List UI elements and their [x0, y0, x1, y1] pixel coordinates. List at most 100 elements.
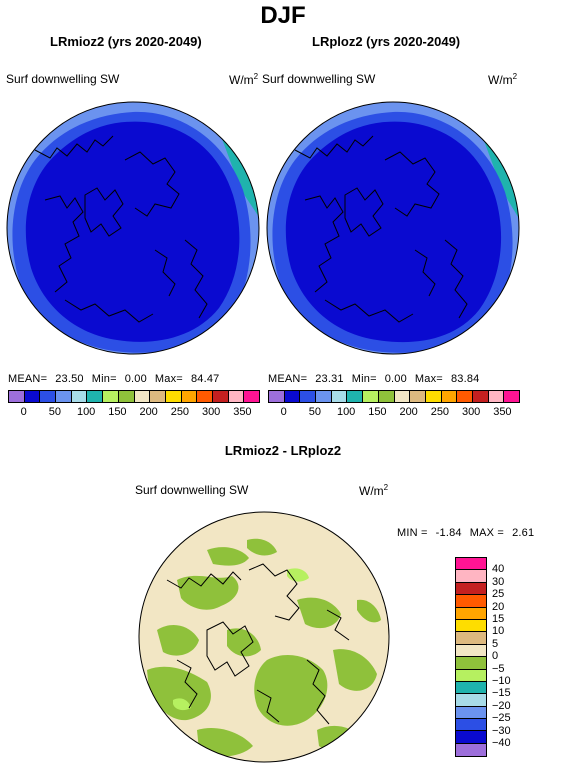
diff-stats: MIN = -1.84 MAX = 2.61	[397, 527, 535, 539]
panel-1-colorbar	[8, 390, 260, 403]
panel-1-title: LRmioz2 (yrs 2020-2049)	[50, 34, 202, 49]
colorbar-tick-label: 200	[399, 406, 418, 418]
colorbar-swatch	[456, 558, 486, 571]
colorbar-tick-label: −5	[492, 662, 505, 675]
colorbar-swatch	[118, 391, 135, 402]
colorbar-swatch	[181, 391, 198, 402]
colorbar-swatch	[284, 391, 301, 402]
panel-2-map	[266, 101, 520, 355]
colorbar-swatch	[504, 391, 519, 402]
colorbar-swatch	[456, 743, 486, 757]
edge-region	[215, 120, 259, 220]
colorbar-tick-label: 100	[336, 406, 356, 418]
colorbar-tick-label: 40	[492, 563, 505, 576]
colorbar-tick-label: 20	[492, 600, 505, 613]
panel-2-title: LRploz2 (yrs 2020-2049)	[312, 34, 461, 49]
panel-1-colorbar-ticks: 0 50 100 150 200 250 300 350	[8, 406, 258, 420]
diff-title: LRmioz2 - LRploz2	[224, 443, 342, 458]
map-border	[138, 511, 390, 763]
colorbar-tick-label: −20	[492, 699, 511, 712]
coastlines	[166, 563, 350, 725]
colorbar-tick-label: 350	[493, 406, 512, 418]
coastlines	[294, 135, 468, 323]
colorbar-tick-label: −15	[492, 687, 511, 700]
colorbar-swatch	[456, 669, 486, 682]
diff-variable: Surf downwelling SW	[135, 483, 249, 497]
panel-2-variable: Surf downwelling SW	[262, 72, 376, 86]
colorbar-tick-label: −10	[492, 675, 511, 687]
colorbar-swatch	[40, 391, 57, 402]
colorbar-swatch	[456, 595, 486, 608]
colorbar-swatch	[24, 391, 41, 402]
colorbar-swatch	[56, 391, 72, 402]
colorbar-swatch	[456, 706, 486, 720]
colorbar-swatch	[347, 391, 364, 402]
colorbar-swatch	[488, 391, 505, 402]
colorbar-swatch	[165, 391, 182, 402]
panel-1-variable: Surf downwelling SW	[6, 72, 120, 86]
colorbar-swatch	[456, 570, 486, 583]
colorbar-tick-label: 350	[233, 406, 252, 418]
colorbar-tick-label: 30	[492, 575, 505, 588]
colorbar-tick-label: 150	[368, 406, 387, 418]
colorbar-swatch	[441, 391, 458, 402]
colorbar-tick-label: −40	[492, 737, 511, 749]
colorbar-swatch	[456, 632, 486, 645]
colorbar-swatch	[456, 731, 486, 744]
colorbar-tick-label: 0	[20, 406, 27, 418]
diff-colorbar-ticks: 40 30 25 20 15 10 5 0 −5 −10 −15 −20 −25 −30 −40	[492, 557, 532, 757]
colorbar-tick-label: 300	[201, 406, 221, 418]
colorbar-swatch	[456, 657, 486, 670]
colorbar-swatch	[9, 391, 25, 402]
colorbar-swatch	[456, 719, 486, 732]
colorbar-tick-label: 50	[308, 406, 321, 418]
colorbar-swatch	[456, 619, 486, 633]
colorbar-swatch	[456, 694, 486, 707]
colorbar-tick-label: 250	[170, 406, 190, 418]
colorbar-tick-label: 10	[492, 625, 505, 638]
colorbar-swatch	[228, 391, 245, 402]
panel-1-stats: MEAN= 23.50 Min= 0.00 Max= 84.47	[8, 373, 220, 385]
colorbar-swatch	[394, 391, 411, 402]
colorbar-swatch	[103, 391, 119, 402]
colorbar-tick-label: 50	[48, 406, 61, 418]
colorbar-tick-label: 15	[492, 613, 505, 625]
colorbar-swatch	[244, 391, 259, 402]
colorbar-swatch	[410, 391, 426, 402]
colorbar-tick-label: 0	[492, 650, 499, 663]
panel-2-unit: W/m2	[488, 72, 518, 87]
panel-1-map	[6, 101, 260, 355]
colorbar-swatch	[472, 391, 489, 402]
diff-colorbar	[455, 557, 487, 758]
colorbar-swatch	[456, 644, 486, 658]
colorbar-tick-label: 0	[280, 406, 287, 418]
colorbar-swatch	[150, 391, 166, 402]
colorbar-swatch	[316, 391, 332, 402]
colorbar-swatch	[378, 391, 395, 402]
edge-region	[477, 122, 519, 222]
colorbar-swatch	[300, 391, 317, 402]
colorbar-swatch	[71, 391, 88, 402]
panel-1-unit: W/m2	[229, 72, 259, 87]
coastlines	[34, 135, 208, 323]
colorbar-tick-label: 100	[76, 406, 96, 418]
panel-2-stats: MEAN= 23.31 Min= 0.00 Max= 83.84	[268, 373, 480, 385]
map-border	[266, 101, 520, 355]
colorbar-tick-label: −30	[492, 724, 511, 737]
core-region	[285, 121, 502, 343]
panel-2-colorbar	[268, 390, 520, 403]
colorbar-tick-label: −25	[492, 712, 511, 725]
diff-unit: W/m2	[359, 483, 389, 498]
colorbar-swatch	[134, 391, 151, 402]
colorbar-tick-label: 250	[430, 406, 450, 418]
colorbar-tick-label: 150	[108, 406, 127, 418]
panel-2-colorbar-ticks: 0 50 100 150 200 250 300 350	[268, 406, 518, 420]
colorbar-tick-label: 25	[492, 588, 505, 601]
colorbar-tick-label: 200	[139, 406, 158, 418]
colorbar-swatch	[212, 391, 229, 402]
colorbar-swatch	[331, 391, 348, 402]
colorbar-swatch	[425, 391, 442, 402]
colorbar-tick-label: 5	[492, 637, 499, 650]
diff-map	[138, 511, 390, 763]
colorbar-swatch	[456, 681, 486, 695]
